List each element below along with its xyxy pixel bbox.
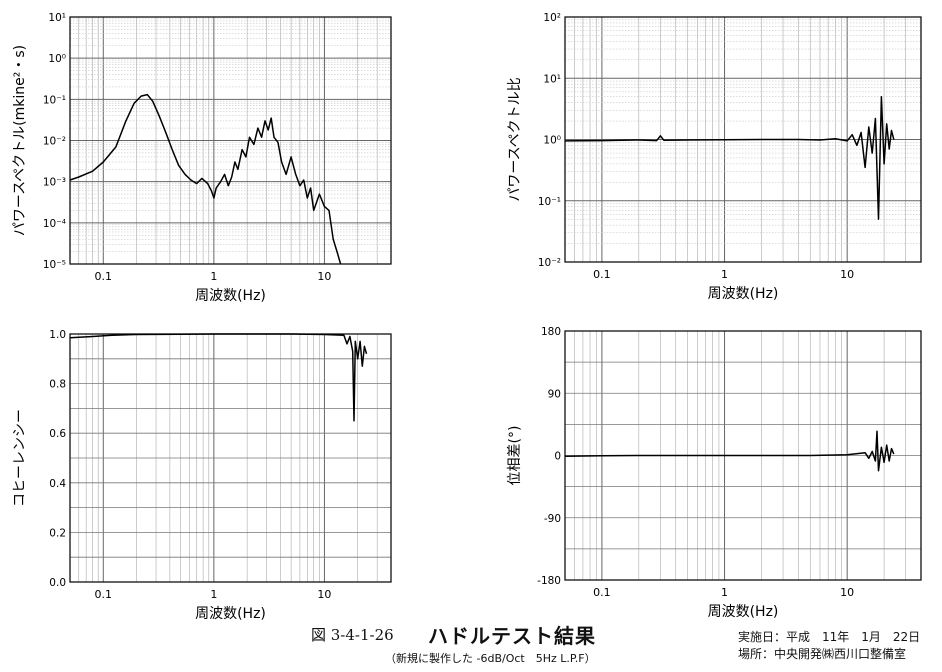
y-tick-label: 0 [554,451,561,463]
y-tick-label: 10⁻² [43,136,66,148]
plot-frame [69,16,392,265]
power-ratio-chart: 0.1 1 10 10² 10¹ 10⁰ 10⁻¹ 10⁻² 周波数(Hz) パワースペクトル比 [507,12,922,302]
x-grid [574,17,906,262]
y-tick-label: 0.6 [49,428,66,440]
figure-subtitle: （新規に製作した -6dB/Oct 5Hz L.P.F） [385,652,596,665]
x-tick-label: 0.1 [95,588,113,601]
y-tick-label: 10⁻¹ [43,94,66,106]
data-line [564,95,895,220]
power-spectrum-chart: 0.1 1 10 10¹ 10⁰ 10⁻¹ 10⁻² 10⁻³ 10⁻⁴ 10⁻⁵ 周波数(Hz) パ… [12,12,392,304]
x-tick-label: 10 [317,588,331,601]
y-axis-label: パワースペクトル(mkine²・s) [12,45,28,236]
y-tick-label: 0.4 [49,478,66,490]
data-line [564,430,895,472]
data-line [69,93,342,265]
y-tick-label: 180 [541,326,561,338]
x-tick-label: 10 [840,268,854,281]
y-axis-label: コヒーレンシー [12,409,28,507]
x-axis-label: 周波数(Hz) [708,604,779,620]
y-tick-label: 10⁻² [538,257,561,269]
y-tick-label: 10⁻³ [43,177,66,189]
y-grid [70,358,391,558]
y-tick-label: 10² [543,12,561,24]
figure-title: ハドルテスト結果 [428,624,596,648]
y-tick-label: 10¹ [48,12,66,24]
coherence-chart: 0.1 1 10 1.0 0.8 0.6 0.4 0.2 0.0 周波数(Hz) コヒーレンシー [12,329,392,622]
y-tick-label: 10⁻⁴ [43,218,66,230]
y-tick-label: -90 [544,513,561,525]
test-location: 場所：中央開発㈱西川口整備室 [738,647,907,661]
x-axis-label: 周波数(Hz) [195,606,266,622]
y-grid [70,18,391,252]
y-axis-label: 位相差(°) [507,426,523,486]
x-tick-label: 1 [721,586,728,599]
x-tick-label: 1 [210,588,217,601]
plot-frame [564,16,922,263]
x-tick-label: 10 [840,586,854,599]
x-tick-label: 0.1 [593,268,611,281]
y-tick-label: 10⁰ [48,53,66,65]
y-tick-label: 90 [548,388,561,400]
x-axis-label: 周波数(Hz) [195,288,266,304]
test-date: 実施日：平成 11年 1月 22日 [738,630,921,644]
x-tick-label: 1 [721,268,728,281]
y-tick-label: 10⁰ [543,135,561,147]
y-tick-label: 0.8 [49,379,66,391]
y-axis-label: パワースペクトル比 [507,77,523,201]
y-tick-label: 10¹ [543,73,561,85]
x-tick-label: 1 [210,270,217,283]
y-tick-label: 0.2 [49,527,66,539]
x-axis-label: 周波数(Hz) [708,286,779,302]
y-tick-label: -180 [537,575,561,587]
phase-chart: 0.1 1 10 180 90 0 -90 -180 周波数(Hz) 位相差(°) [507,326,922,620]
x-tick-label: 10 [317,270,331,283]
data-line [69,333,368,422]
x-tick-label: 0.1 [593,586,611,599]
y-tick-label: 1.0 [49,329,66,341]
x-tick-label: 0.1 [95,270,113,283]
y-tick-label: 10⁻⁵ [43,259,66,271]
y-tick-label: 10⁻¹ [538,196,561,208]
y-tick-label: 0.0 [49,577,66,589]
figure-number: 図 3-4-1-26 [311,626,394,644]
y-grid [565,19,921,244]
